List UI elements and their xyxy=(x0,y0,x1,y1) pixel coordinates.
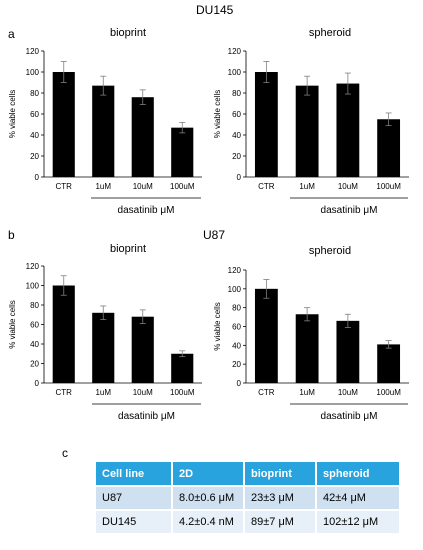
x-tick-label: 1uM xyxy=(95,182,111,191)
table-header-cell: Cell line xyxy=(96,462,173,486)
y-tick-label: 60 xyxy=(30,321,39,330)
x-tick-label: 100uM xyxy=(376,388,401,397)
x-tick-label: 100uM xyxy=(170,182,195,191)
y-tick-label: 80 xyxy=(30,89,39,98)
x-tick-label: 10uM xyxy=(338,182,358,191)
x-tick-label: 10uM xyxy=(133,182,153,191)
y-tick-label: 0 xyxy=(35,379,40,388)
x-tick-label: 1uM xyxy=(299,182,315,191)
bar xyxy=(52,285,75,383)
y-tick-label: 80 xyxy=(232,89,241,98)
table-cell: U87 xyxy=(96,485,173,510)
table-cell: 102±12 μM xyxy=(316,509,399,533)
bar xyxy=(131,97,154,177)
y-tick-label: 0 xyxy=(237,379,242,388)
bar xyxy=(92,312,115,383)
bar xyxy=(336,320,360,383)
table-row: U87 8.0±0.6 μM 23±3 μM 42±4 μM xyxy=(96,485,399,510)
x-tick-label: 100uM xyxy=(376,182,401,191)
y-axis-label: % viable cells xyxy=(213,302,222,350)
bar xyxy=(254,288,278,383)
y-tick-label: 60 xyxy=(30,110,39,119)
bar xyxy=(254,72,278,177)
y-tick-label: 100 xyxy=(26,282,40,291)
y-tick-label: 100 xyxy=(228,285,242,294)
y-tick-label: 20 xyxy=(232,360,241,369)
x-tick-label: 1uM xyxy=(299,388,315,397)
section-title-u87: U87 xyxy=(203,228,226,242)
bar xyxy=(336,83,360,177)
panel-letter-a: a xyxy=(8,27,15,41)
panel-letter-c: c xyxy=(62,446,68,460)
x-tick-label: CTR xyxy=(258,388,275,397)
bar xyxy=(377,119,401,177)
x-tick-label: 1uM xyxy=(95,388,111,397)
x-tick-label: CTR xyxy=(56,388,73,397)
y-tick-label: 0 xyxy=(35,173,40,182)
y-axis-label: % viable cells xyxy=(8,90,17,138)
x-tick-label: 10uM xyxy=(133,388,153,397)
y-tick-label: 20 xyxy=(232,152,241,161)
y-tick-label: 40 xyxy=(232,131,241,140)
table-header-row: Cell line 2D bioprint spheroid xyxy=(96,462,399,486)
y-tick-label: 120 xyxy=(26,262,40,271)
bar xyxy=(171,353,194,383)
chart-u87-spheroid: spheroid % viable cells 0 20 40 60 80 100 120 CTR… xyxy=(213,245,409,422)
table-cell: 8.0±0.6 μM xyxy=(172,485,245,510)
chart-u87-bioprint: bioprint % viable cells 0 20 40 60 80 100 120 CTR… xyxy=(8,243,202,422)
bar xyxy=(92,85,115,177)
bar xyxy=(377,344,401,383)
y-tick-label: 60 xyxy=(232,110,241,119)
x-axis-label: dasatinib μM xyxy=(321,411,378,422)
section-title-du145: DU145 xyxy=(196,3,234,17)
chart-title: bioprint xyxy=(110,27,146,39)
y-tick-label: 120 xyxy=(228,47,242,56)
x-tick-label: CTR xyxy=(258,182,275,191)
table-cell: 23±3 μM xyxy=(244,485,317,510)
bar xyxy=(171,127,194,177)
x-axis-label: dasatinib μM xyxy=(321,205,378,216)
table-header-cell: bioprint xyxy=(244,462,317,486)
chart-du145-bioprint: bioprint % viable cells 0 20 40 60 80 100 120 CTR… xyxy=(8,27,202,216)
ic50-table: Cell line 2D bioprint spheroid U87 8.0±0… xyxy=(96,462,399,533)
bar xyxy=(295,314,319,383)
y-axis-label: % viable cells xyxy=(8,300,17,348)
chart-title: spheroid xyxy=(309,245,351,257)
bar xyxy=(295,85,319,177)
chart-title: bioprint xyxy=(110,243,146,255)
y-tick-label: 120 xyxy=(26,47,40,56)
table-header-cell: 2D xyxy=(172,462,245,486)
table-cell: 89±7 μM xyxy=(244,509,317,533)
y-tick-label: 120 xyxy=(228,266,242,275)
table-cell: 42±4 μM xyxy=(316,485,399,510)
x-tick-label: 10uM xyxy=(338,388,358,397)
y-tick-label: 20 xyxy=(30,360,39,369)
panel-letter-b: b xyxy=(8,228,15,242)
x-axis-label: dasatinib μM xyxy=(118,411,175,422)
chart-du145-spheroid: spheroid % viable cells 0 20 40 60 80 100 120 CTR… xyxy=(213,27,409,216)
table-header-cell: spheroid xyxy=(316,462,399,486)
y-tick-label: 40 xyxy=(30,131,39,140)
y-tick-label: 40 xyxy=(232,341,241,350)
y-tick-label: 100 xyxy=(26,68,40,77)
table-cell: 4.2±0.4 nM xyxy=(172,509,245,533)
y-tick-label: 60 xyxy=(232,323,241,332)
bar xyxy=(131,316,154,383)
x-tick-label: 100uM xyxy=(170,388,195,397)
y-tick-label: 0 xyxy=(237,173,242,182)
y-tick-label: 20 xyxy=(30,152,39,161)
x-tick-label: CTR xyxy=(56,182,73,191)
y-tick-label: 80 xyxy=(30,301,39,310)
y-axis-label: % viable cells xyxy=(213,90,222,138)
x-axis-label: dasatinib μM xyxy=(118,205,175,216)
y-tick-label: 100 xyxy=(228,68,242,77)
table-row: DU145 4.2±0.4 nM 89±7 μM 102±12 μM xyxy=(96,509,399,533)
y-tick-label: 40 xyxy=(30,340,39,349)
y-tick-label: 80 xyxy=(232,304,241,313)
bar xyxy=(52,72,75,177)
table-cell: DU145 xyxy=(96,509,173,533)
chart-title: spheroid xyxy=(309,27,351,39)
